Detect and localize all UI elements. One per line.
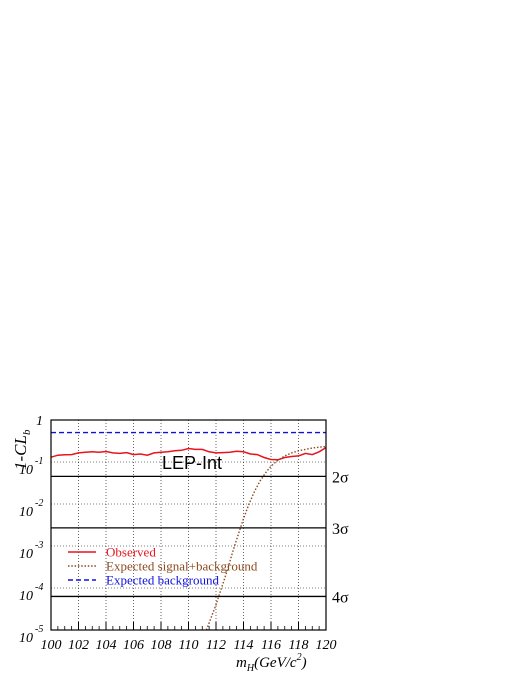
legend-label: Expected signal+background (106, 559, 258, 574)
x-tick-label: 118 (289, 638, 309, 653)
x-tick-label: 114 (234, 638, 254, 653)
x-tick-label: 116 (261, 638, 281, 653)
plot-frame (50, 419, 327, 631)
x-tick-label: 110 (179, 638, 199, 653)
sigma-label: 3σ (332, 521, 349, 538)
y-tick-exponent: -3 (35, 540, 43, 551)
x-tick-label: 102 (68, 638, 89, 653)
legend-label: Expected background (106, 573, 219, 588)
grid-lines (50, 419, 327, 631)
y-tick-exponent: -4 (35, 582, 43, 593)
x-tick-label: 108 (151, 638, 172, 653)
x-tick-label: 100 (41, 638, 62, 653)
sigma-labels: 2σ 3σ 4σ (332, 469, 349, 606)
y-tick-label: 1 (36, 414, 43, 429)
data-series (50, 431, 327, 631)
x-tick-labels: 100 102 104 106 108 110 112 114 116 118 120 (41, 638, 337, 653)
x-tick-label: 120 (316, 638, 337, 653)
sigma-lines (51, 475, 326, 598)
x-tick-label: 104 (96, 638, 117, 653)
sigma-label: 4σ (332, 589, 349, 606)
x-tick-label: 112 (206, 638, 226, 653)
sigma-label: 2σ (332, 469, 349, 486)
annotation-label: LEP-Int (162, 453, 222, 473)
x-axis-title: mH(GeV/c2) (236, 652, 307, 674)
y-tick-labels: 110-110-210-310-410-5 (19, 414, 43, 646)
y-tick-exponent: -5 (35, 624, 43, 635)
y-tick-label: 10 (19, 463, 33, 478)
y-tick-label: 10 (19, 589, 33, 604)
x-tick-label: 106 (123, 638, 144, 653)
y-tick-exponent: -2 (35, 498, 43, 509)
y-tick-label: 10 (19, 631, 33, 646)
y-axis-title: 1-CLb (11, 429, 33, 470)
y-tick-label: 10 (19, 547, 33, 562)
legend-label: Observed (106, 545, 156, 560)
series-line-expected-signal-background (205, 445, 327, 631)
y-tick-exponent: -1 (35, 456, 43, 467)
y-tick-label: 10 (19, 505, 33, 520)
